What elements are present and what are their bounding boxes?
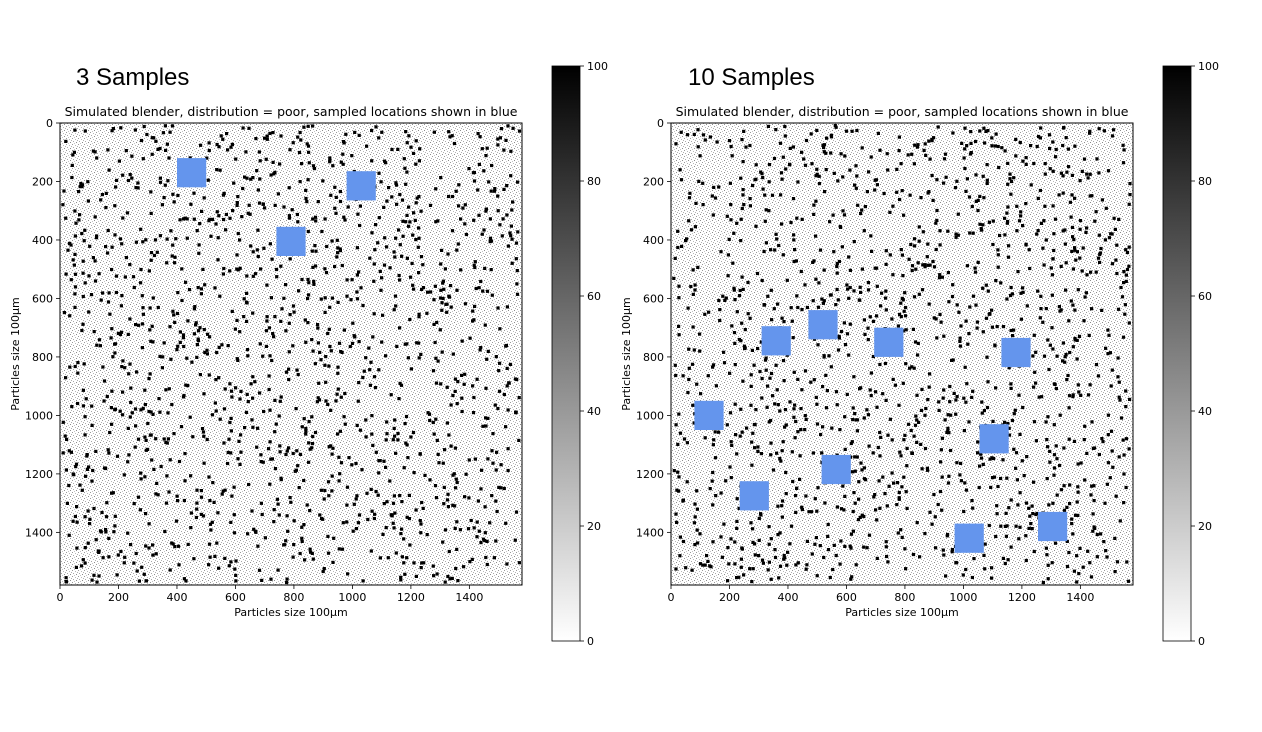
y-tick-label: 400: [32, 234, 53, 247]
x-tick-label: 400: [777, 591, 798, 604]
colorbar-tick-label: 80: [1198, 175, 1212, 188]
sample-marker-3: [276, 226, 306, 256]
x-tick-label: 400: [166, 591, 187, 604]
colorbar-tick-label: 0: [587, 635, 594, 648]
x-tick-label: 800: [283, 591, 304, 604]
y-tick-label: 1200: [636, 468, 664, 481]
y-tick-label: 1400: [636, 526, 664, 539]
heatmap-background: [60, 123, 522, 585]
x-tick-label: 1200: [1008, 591, 1036, 604]
y-tick-label: 200: [32, 175, 53, 188]
y-tick-label: 1000: [636, 409, 664, 422]
colorbar-tick-label: 20: [587, 520, 601, 533]
sample-marker-10: [1038, 511, 1068, 542]
colorbar-tick-label: 100: [587, 60, 608, 73]
panel-10-samples: 10 Samples Simulated blender, distributi…: [620, 60, 1219, 648]
x-axis-label: Particles size 100µm: [845, 606, 958, 619]
x-tick-label: 0: [57, 591, 64, 604]
y-tick-label: 0: [657, 117, 664, 130]
sample-marker-2: [346, 171, 376, 201]
colorbar-ticks: 0 20 40 60 80 100: [580, 60, 608, 648]
colorbar-tick-label: 60: [587, 290, 601, 303]
chart-title: Simulated blender, distribution = poor, …: [65, 104, 518, 119]
y-tick-label: 800: [643, 351, 664, 364]
colorbar-tick-label: 40: [587, 405, 601, 418]
sample-marker-1: [761, 326, 791, 356]
colorbar-tick-label: 100: [1198, 60, 1219, 73]
particle-dots: [672, 124, 1132, 585]
y-axis-label: Particles size 100µm: [9, 297, 22, 410]
y-tick-label: 600: [643, 292, 664, 305]
colorbar-ticks: 0 20 40 60 80 100: [1191, 60, 1219, 648]
y-tick-label: 400: [643, 234, 664, 247]
x-tick-label: 800: [894, 591, 915, 604]
sample-marker-7: [821, 454, 851, 485]
panel-heading: 10 Samples: [688, 64, 815, 91]
y-tick-label: 600: [32, 292, 53, 305]
x-tick-label: 1000: [949, 591, 977, 604]
sample-markers: [694, 310, 1068, 553]
x-tick-label: 200: [108, 591, 129, 604]
sample-marker-3: [874, 327, 904, 357]
x-tick-label: 1400: [1066, 591, 1094, 604]
sample-marker-4: [1001, 337, 1031, 368]
x-axis-ticks: 0 200 400 600 800 1000 1200 1400: [57, 585, 483, 604]
y-axis-label: Particles size 100µm: [620, 297, 633, 410]
y-tick-label: 1200: [25, 468, 53, 481]
x-tick-label: 600: [225, 591, 246, 604]
colorbar-tick-label: 20: [1198, 520, 1212, 533]
x-tick-label: 1000: [338, 591, 366, 604]
colorbar-tick-label: 80: [587, 175, 601, 188]
sample-markers: [177, 158, 376, 256]
plot-frame: [59, 122, 523, 586]
colorbar: [1162, 65, 1192, 642]
colorbar-tick-label: 40: [1198, 405, 1212, 418]
sample-marker-9: [954, 523, 984, 553]
y-tick-label: 1000: [25, 409, 53, 422]
x-tick-label: 200: [719, 591, 740, 604]
x-axis-label: Particles size 100µm: [234, 606, 347, 619]
x-tick-label: 1200: [397, 591, 425, 604]
y-tick-label: 200: [643, 175, 664, 188]
colorbar-tick-label: 0: [1198, 635, 1205, 648]
x-tick-label: 600: [836, 591, 857, 604]
colorbar: [551, 65, 581, 642]
y-tick-label: 0: [46, 117, 53, 130]
y-tick-label: 1400: [25, 526, 53, 539]
y-axis-ticks: 0 200 400 600 800 1000 1200 1400: [25, 117, 60, 539]
x-tick-label: 0: [668, 591, 675, 604]
sample-marker-8: [739, 481, 769, 511]
sample-marker-1: [177, 158, 207, 188]
plot-frame: [670, 122, 1134, 586]
y-tick-label: 800: [32, 351, 53, 364]
x-tick-label: 1400: [455, 591, 483, 604]
colorbar-tick-label: 60: [1198, 290, 1212, 303]
sample-marker-5: [694, 400, 724, 430]
x-axis-ticks: 0 200 400 600 800 1000 1200 1400: [668, 585, 1094, 604]
panel-3-samples: 3 Samples Simulated blender, distributio…: [9, 60, 608, 648]
panel-heading: 3 Samples: [76, 64, 189, 91]
sample-marker-2: [808, 310, 838, 340]
particle-dots: [61, 124, 522, 585]
y-axis-ticks: 0 200 400 600 800 1000 1200 1400: [636, 117, 671, 539]
sample-marker-6: [979, 424, 1009, 454]
chart-title: Simulated blender, distribution = poor, …: [676, 104, 1129, 119]
